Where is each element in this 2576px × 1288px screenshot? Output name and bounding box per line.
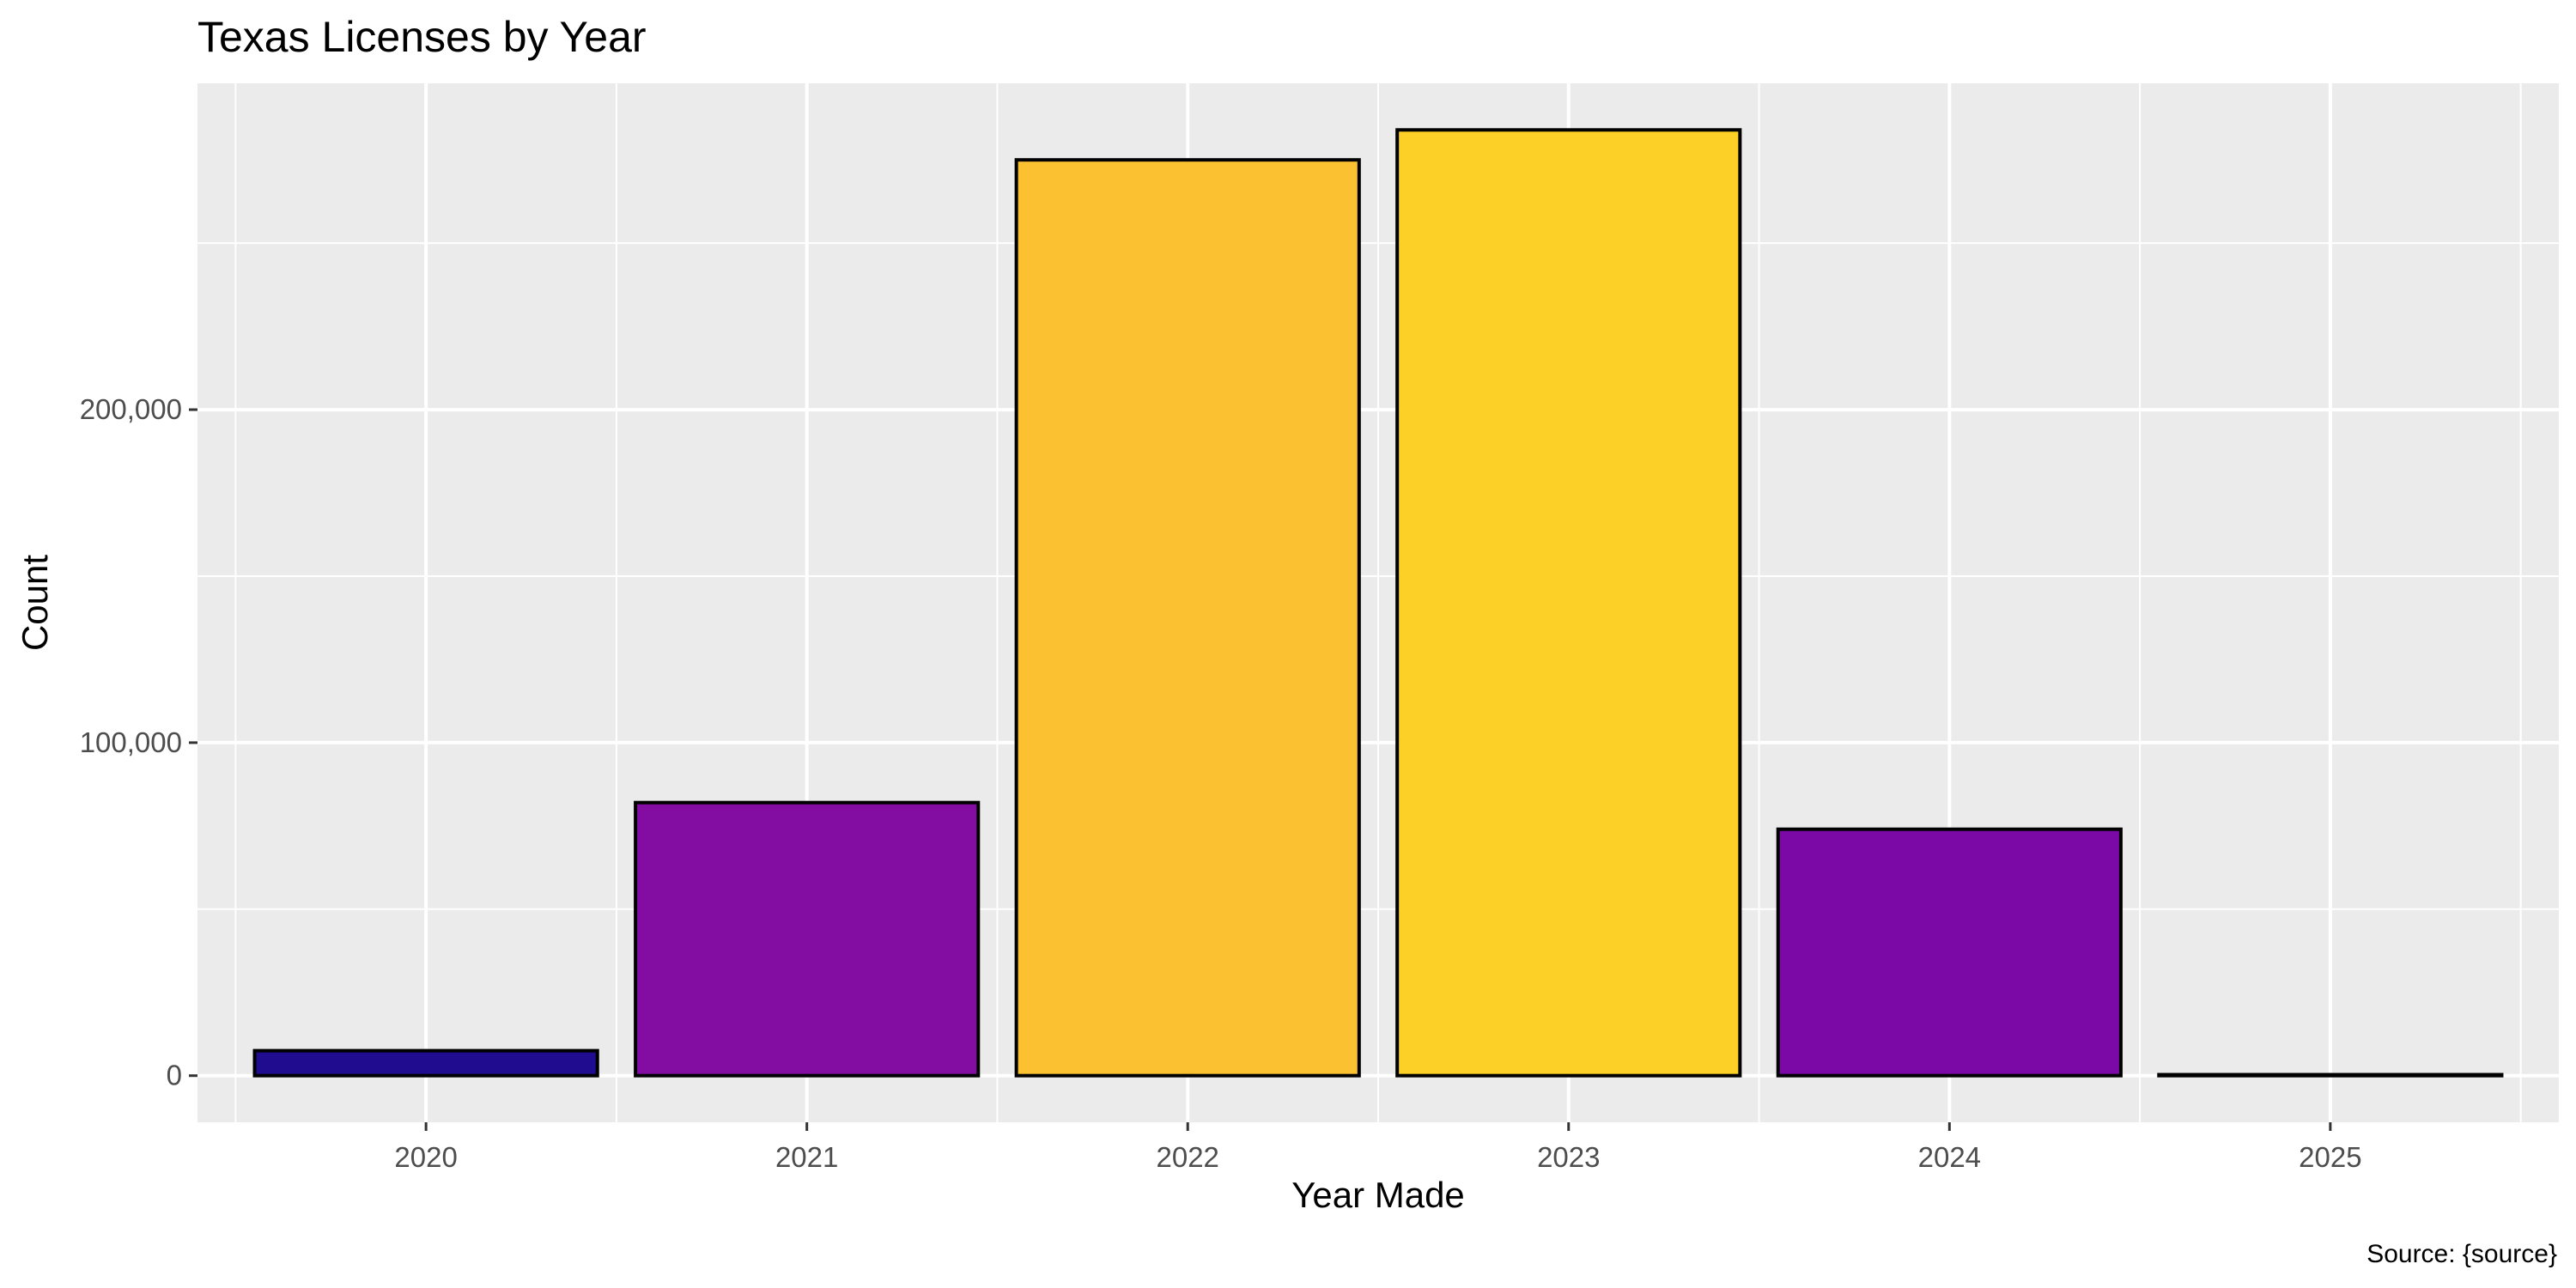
minor-gridlines	[197, 83, 2559, 1122]
x-tick-label: 2023	[1537, 1141, 1600, 1173]
x-axis-title: Year Made	[1291, 1175, 1465, 1215]
x-tick-label: 2020	[394, 1141, 457, 1173]
y-axis: 0 100,000 200,000	[80, 393, 197, 1091]
y-axis-title: Count	[15, 555, 55, 651]
chart-title: Texas Licenses by Year	[197, 13, 647, 61]
source-caption: Source: {source}	[2366, 1240, 2557, 1268]
y-tick-label: 0	[167, 1060, 182, 1091]
y-tick-label: 200,000	[80, 393, 182, 425]
x-axis: 2020 2021 2022 2023 2024 2025	[394, 1122, 2362, 1173]
bar-2021	[634, 800, 981, 1078]
y-tick-label: 100,000	[80, 726, 182, 758]
x-tick-label: 2025	[2299, 1141, 2361, 1173]
bar-2023	[1395, 128, 1742, 1078]
bar-2020	[252, 1048, 599, 1078]
bar-2025	[2157, 1072, 2504, 1078]
x-tick-label: 2022	[1157, 1141, 1219, 1173]
bar-2022	[1014, 158, 1361, 1078]
bars	[252, 128, 2504, 1078]
x-tick-label: 2021	[775, 1141, 838, 1173]
bar-2024	[1776, 827, 2123, 1078]
x-tick-label: 2024	[1918, 1141, 1981, 1173]
